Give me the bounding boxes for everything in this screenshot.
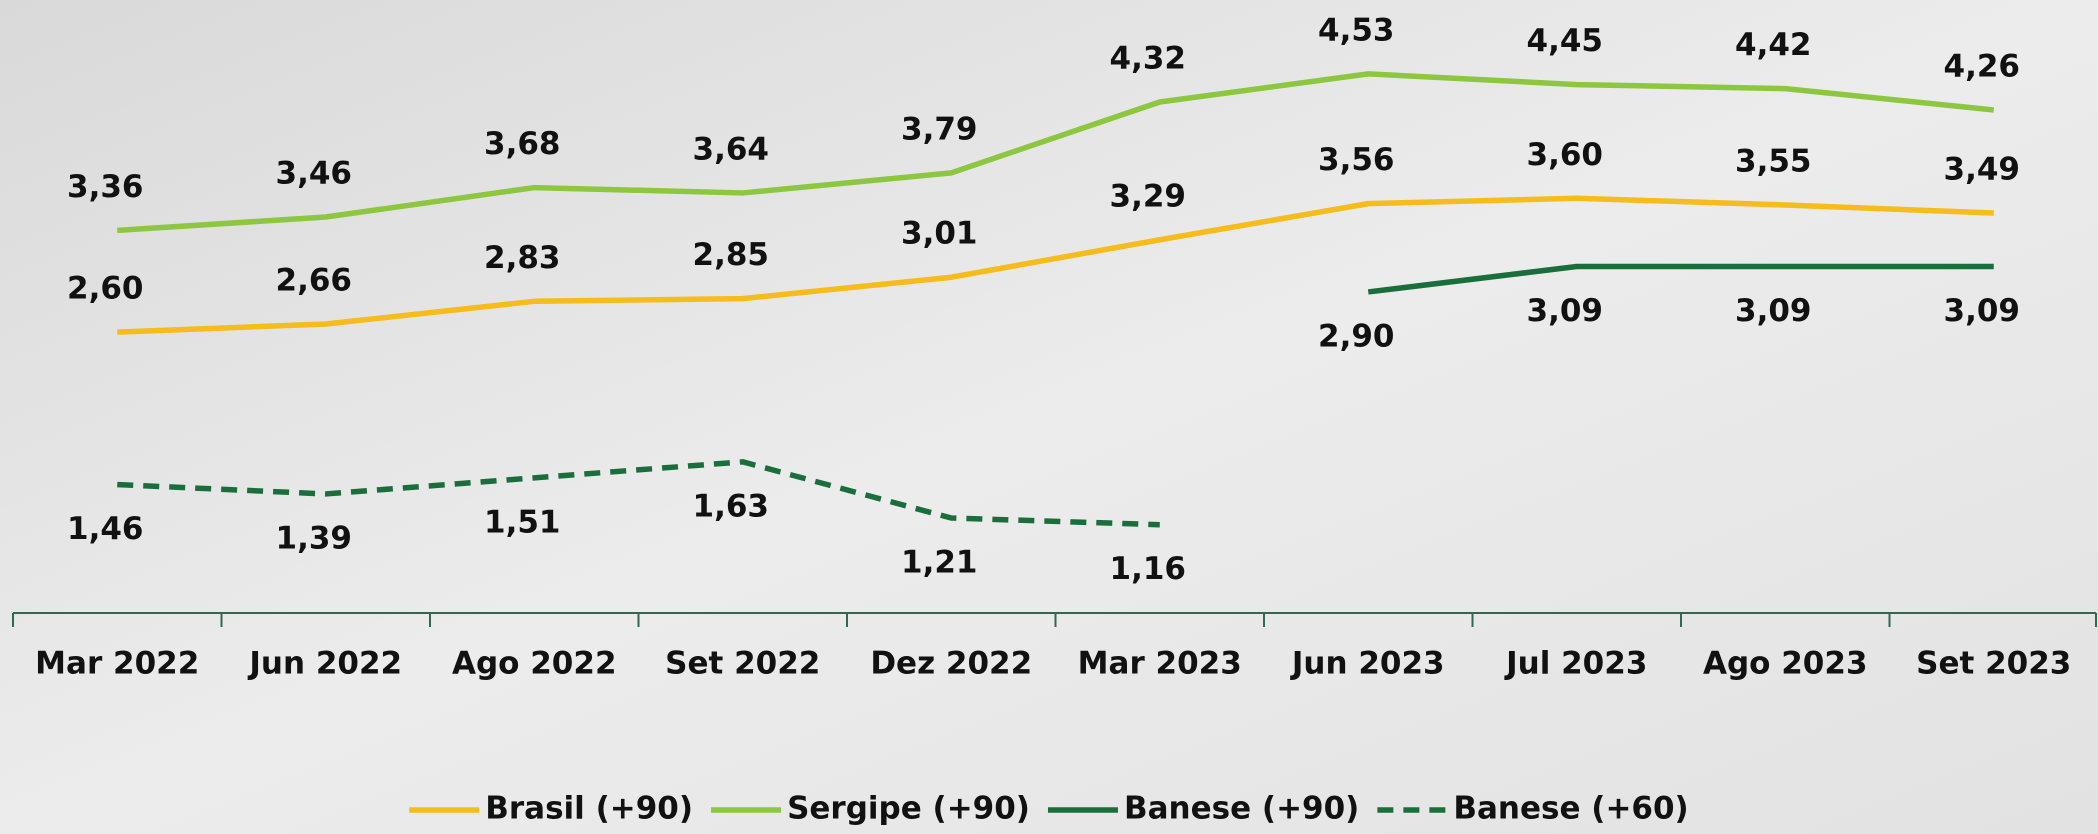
legend-label: Brasil (+90) bbox=[485, 791, 693, 827]
legend-label: Sergipe (+90) bbox=[787, 791, 1030, 827]
data-label: 1,39 bbox=[276, 520, 353, 556]
x-tick-label: Jun 2022 bbox=[247, 646, 402, 682]
data-label: 3,56 bbox=[1318, 142, 1395, 178]
data-label: 1,46 bbox=[67, 511, 144, 547]
data-label: 2,85 bbox=[693, 237, 770, 273]
data-label: 3,46 bbox=[276, 156, 353, 192]
data-label: 3,36 bbox=[67, 169, 144, 205]
data-label: 3,64 bbox=[693, 131, 770, 167]
data-label: 2,66 bbox=[276, 263, 353, 299]
data-label: 3,68 bbox=[484, 126, 561, 162]
series-line bbox=[117, 71, 1995, 234]
data-label: 3,55 bbox=[1735, 143, 1812, 179]
data-label: 4,26 bbox=[1944, 48, 2021, 84]
x-tick-label: Mar 2022 bbox=[35, 646, 199, 682]
x-tick-label: Ago 2022 bbox=[452, 646, 617, 682]
x-tick-label: Dez 2022 bbox=[870, 646, 1032, 682]
data-label: 3,09 bbox=[1944, 293, 2021, 329]
data-label: 4,45 bbox=[1527, 23, 1604, 59]
x-tick-label: Set 2023 bbox=[1916, 646, 2071, 682]
data-label: 3,49 bbox=[1944, 152, 2021, 188]
data-label: 1,21 bbox=[901, 545, 978, 581]
data-label: 4,53 bbox=[1318, 12, 1395, 48]
x-tick-label: Jul 2023 bbox=[1504, 646, 1647, 682]
series-line bbox=[117, 459, 1160, 528]
data-label: 4,42 bbox=[1735, 27, 1812, 63]
data-label: 3,29 bbox=[1110, 178, 1187, 214]
data-label: 3,79 bbox=[901, 111, 978, 147]
x-tick-label: Jun 2023 bbox=[1290, 646, 1445, 682]
data-label: 2,90 bbox=[1318, 318, 1395, 354]
data-label: 2,60 bbox=[67, 271, 144, 307]
data-label: 4,32 bbox=[1110, 40, 1187, 76]
data-label: 3,60 bbox=[1527, 137, 1604, 173]
legend-label: Banese (+60) bbox=[1453, 791, 1688, 827]
data-label: 1,51 bbox=[484, 504, 561, 540]
data-label: 3,09 bbox=[1735, 293, 1812, 329]
legend-label: Banese (+90) bbox=[1124, 791, 1359, 827]
series-line bbox=[1367, 263, 1994, 295]
x-tick-label: Set 2022 bbox=[665, 646, 820, 682]
series-line bbox=[117, 195, 1994, 335]
x-tick-label: Mar 2023 bbox=[1078, 646, 1242, 682]
data-label: 3,01 bbox=[901, 216, 978, 252]
data-label: 1,16 bbox=[1110, 551, 1187, 587]
data-label: 2,83 bbox=[484, 240, 561, 276]
data-label: 3,09 bbox=[1527, 293, 1604, 329]
data-label: 1,63 bbox=[693, 488, 770, 524]
x-tick-label: Ago 2023 bbox=[1703, 646, 1868, 682]
